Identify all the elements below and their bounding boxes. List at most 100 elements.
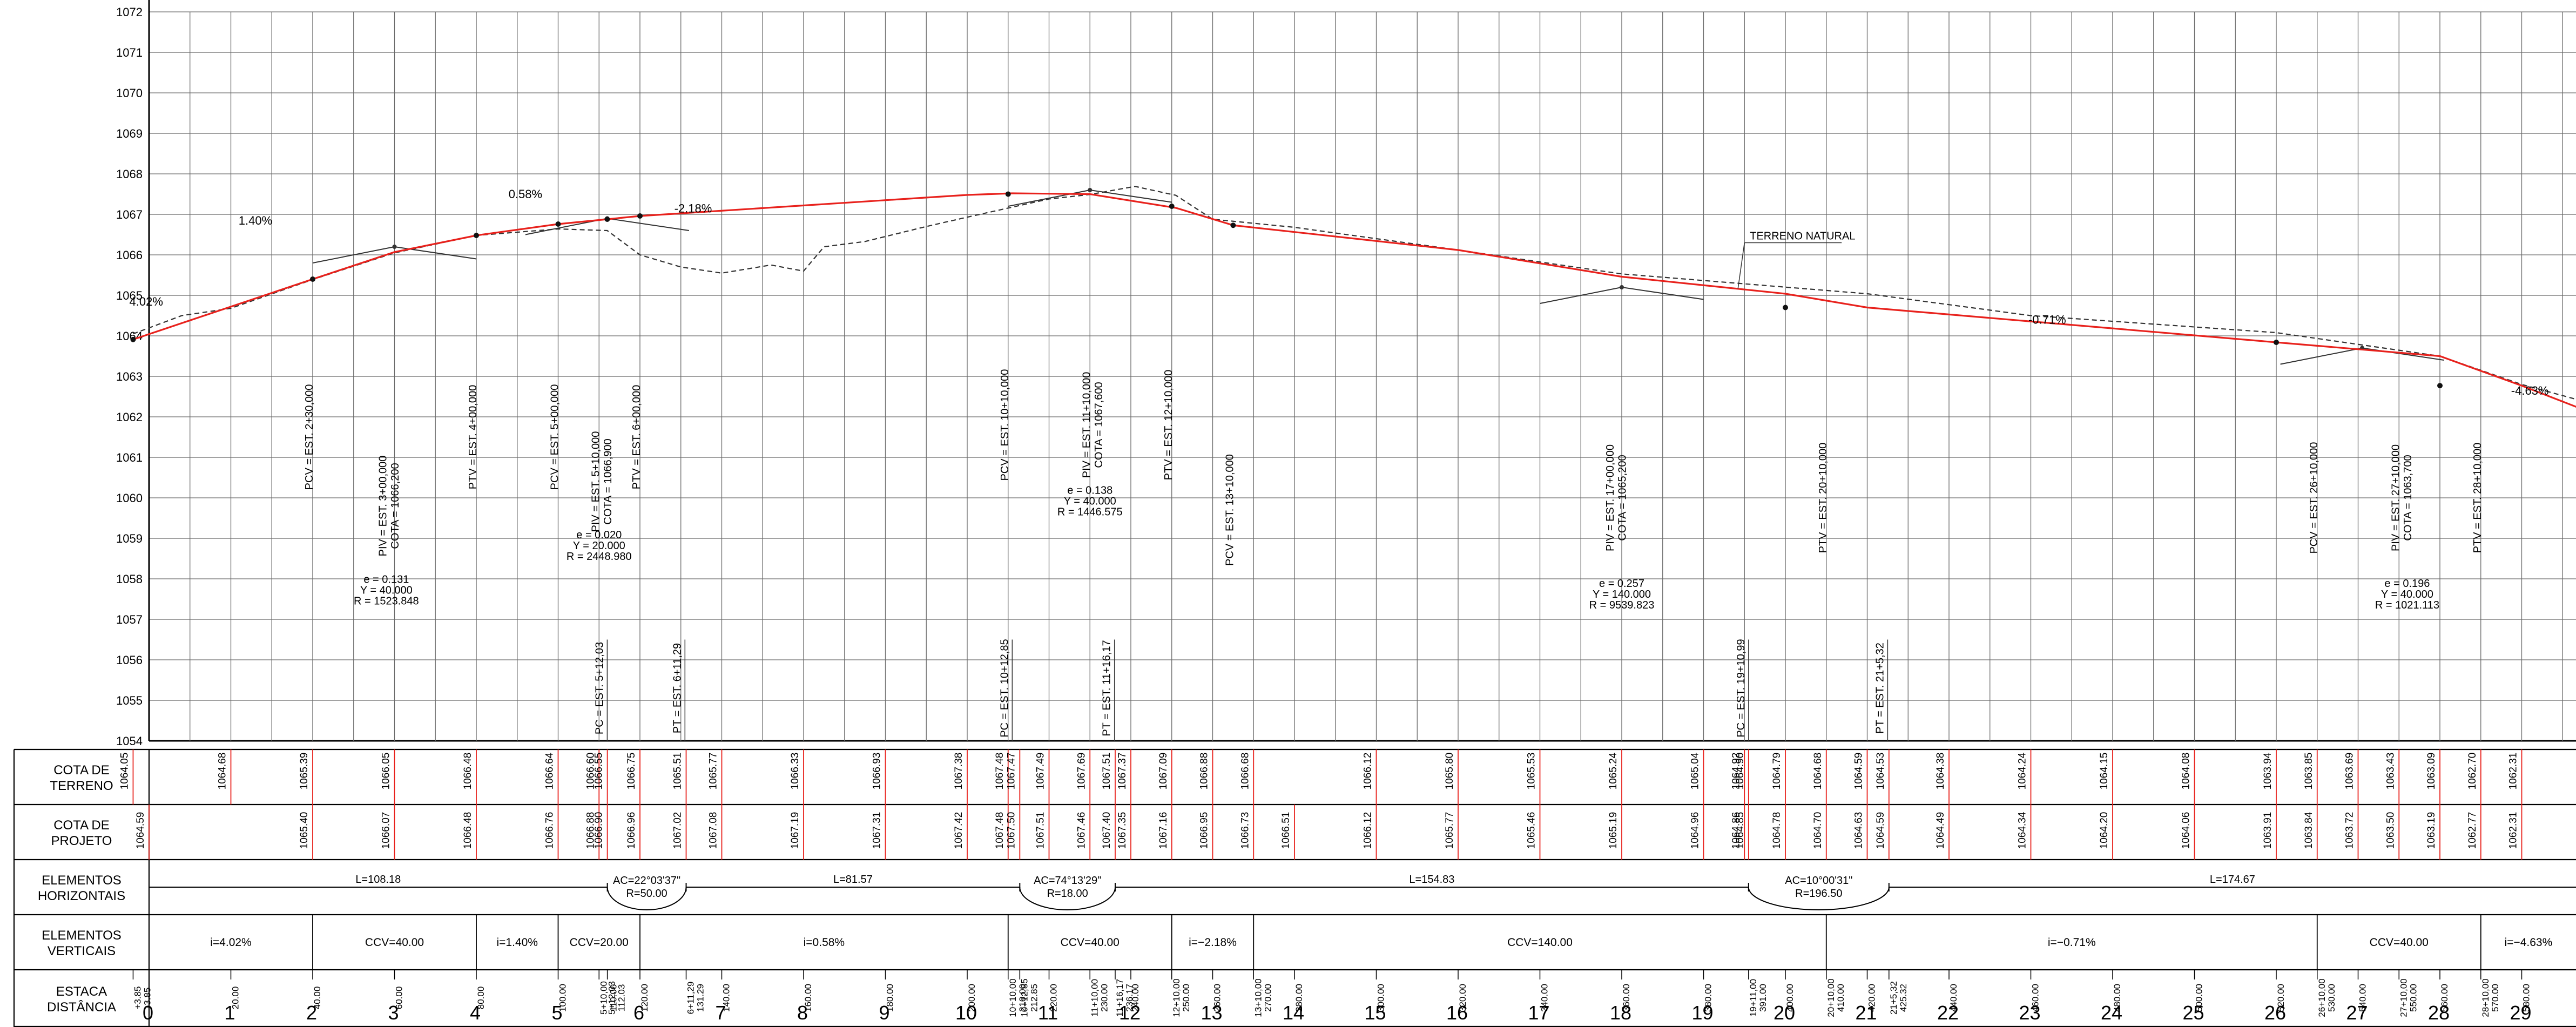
station-distance: 520.00 bbox=[2276, 984, 2286, 1012]
station-number: 28 bbox=[2428, 1002, 2450, 1024]
station-distance: 500.00 bbox=[2194, 984, 2204, 1012]
station-distance: 140.00 bbox=[721, 984, 732, 1012]
station-distance: 400.00 bbox=[1785, 984, 1795, 1012]
project-value: 1064.59 bbox=[1875, 812, 1886, 849]
project-value: 1067.51 bbox=[1035, 812, 1047, 849]
station-distance: 112.03 bbox=[617, 984, 627, 1012]
station-number: 23 bbox=[2019, 1002, 2040, 1024]
project-value: 1067.31 bbox=[872, 812, 883, 849]
curve-parameter: Y = 40.000 bbox=[360, 585, 413, 597]
station-distance: 6+11,29 bbox=[686, 982, 696, 1015]
callout-leader bbox=[1737, 242, 1745, 289]
curve-parameter: R = 1523.848 bbox=[354, 596, 419, 607]
curve-angle: AC=74°13'29" bbox=[1034, 875, 1101, 887]
terrain-value: 1065.80 bbox=[1444, 753, 1455, 790]
elevation-label: 1056 bbox=[116, 653, 143, 667]
vertical-curve-label: COTA = 1063,700 bbox=[2402, 455, 2414, 540]
terrain-value: 1062.70 bbox=[2467, 753, 2478, 790]
vertical-curve-label: PTV = EST. 12+10,000 bbox=[1163, 370, 1175, 481]
curve-parameter: e = 0.196 bbox=[2384, 578, 2430, 590]
piv-point bbox=[1620, 285, 1624, 289]
terrain-natural-label: TERRENO NATURAL bbox=[1750, 231, 1855, 242]
curve-parameter: Y = 40.000 bbox=[1064, 496, 1116, 508]
station-number: 3 bbox=[388, 1002, 399, 1024]
terrain-value: 1067.09 bbox=[1158, 753, 1169, 790]
station-distance: 480.00 bbox=[2112, 984, 2122, 1012]
terrain-value: 1066.48 bbox=[462, 753, 474, 790]
curve-radius: R=196.50 bbox=[1795, 888, 1842, 900]
curve-arc bbox=[1748, 887, 1890, 910]
terrain-value: 1066.88 bbox=[1199, 753, 1210, 790]
curve-parameter: e = 0.257 bbox=[1599, 578, 1644, 590]
station-distance: 212.85 bbox=[1029, 984, 1039, 1012]
station-distance: 60.00 bbox=[394, 987, 404, 1010]
vertical-curve-label: PIV = EST. 17+00,000 bbox=[1604, 444, 1616, 551]
curve-radius: R=50.00 bbox=[626, 888, 667, 900]
row-label-line1: ESTACA bbox=[56, 984, 107, 999]
vertical-curve-label: PIV = EST. 5+10,000 bbox=[590, 431, 602, 532]
curve-parameter: e = 0.020 bbox=[576, 529, 622, 541]
project-value: 1064.96 bbox=[1690, 812, 1701, 849]
project-line bbox=[132, 192, 2576, 408]
project-value: 1065.19 bbox=[1608, 812, 1619, 849]
project-value: 1064.49 bbox=[1935, 812, 1946, 849]
profile-point bbox=[1783, 305, 1788, 310]
terrain-value: 1066.33 bbox=[790, 753, 801, 790]
profile-point bbox=[2274, 340, 2279, 345]
row-label-line2: HORIZONTAIS bbox=[38, 889, 125, 903]
row-label-line2: DISTÂNCIA bbox=[47, 1000, 116, 1015]
elevation-label: 1060 bbox=[116, 491, 143, 505]
project-value: 1066.76 bbox=[544, 812, 556, 849]
station-distance: 530.00 bbox=[2327, 984, 2337, 1012]
row-label-line2: VERTICAIS bbox=[48, 944, 116, 958]
terrain-value: 1065.39 bbox=[299, 753, 310, 790]
station-distance: 20+10,00 bbox=[1826, 978, 1836, 1017]
station-distance: 420.00 bbox=[1867, 984, 1877, 1012]
terrain-value: 1063.94 bbox=[2262, 752, 2274, 789]
vertical-element-label: CCV=40.00 bbox=[2370, 936, 2429, 949]
station-distance: 580.00 bbox=[2521, 984, 2532, 1012]
station-distance: 220.00 bbox=[1049, 984, 1059, 1012]
terrain-value: 1063.43 bbox=[2385, 753, 2396, 790]
curve-arc bbox=[1019, 887, 1116, 911]
elevation-label: 1067 bbox=[116, 208, 143, 221]
station-distance: 200.00 bbox=[967, 984, 977, 1012]
piv-tangent bbox=[312, 246, 395, 263]
curve-parameter: R = 2448.980 bbox=[567, 551, 632, 563]
station-distance: 540.00 bbox=[2358, 984, 2368, 1012]
vertical-curve-label: PTV = EST. 4+00,000 bbox=[467, 385, 479, 489]
grade-label: 1.40% bbox=[239, 214, 272, 227]
station-number: 13 bbox=[1201, 1002, 1222, 1024]
piv-tangent bbox=[1008, 190, 1090, 207]
terrain-value: 1064.79 bbox=[1771, 753, 1783, 790]
project-value: 1067.02 bbox=[672, 812, 684, 849]
curve-parameter: Y = 140.000 bbox=[1593, 589, 1651, 600]
grade-label: 4.02% bbox=[130, 295, 163, 308]
grade-label: -0.71% bbox=[2028, 313, 2066, 327]
station-distance: 570.00 bbox=[2490, 984, 2500, 1012]
station-number: 11 bbox=[1038, 1002, 1058, 1024]
horizontal-curve-label: PT = EST. 11+16,17 bbox=[1101, 640, 1113, 736]
terrain-value: 1063.85 bbox=[2303, 753, 2315, 790]
project-value: 1064.06 bbox=[2181, 812, 2192, 849]
project-value: 1064.34 bbox=[2017, 812, 2028, 849]
station-number: 6 bbox=[633, 1002, 644, 1024]
vertical-element-label: CCV=40.00 bbox=[365, 936, 424, 949]
project-value: 1067.35 bbox=[1117, 812, 1128, 849]
project-value: 1066.88 bbox=[585, 812, 596, 849]
horizontal-curve-label: PT = EST. 21+5,32 bbox=[1874, 643, 1886, 734]
terrain-value: 1064.15 bbox=[2099, 753, 2110, 790]
station-distance: 27+10,00 bbox=[2398, 978, 2409, 1017]
terrain-value: 1066.93 bbox=[872, 753, 883, 790]
terrain-value: 1066.12 bbox=[1363, 753, 1374, 790]
station-distance: 40.00 bbox=[312, 987, 322, 1010]
project-value: 1064.59 bbox=[135, 812, 146, 849]
terrain-value: 1066.68 bbox=[1239, 753, 1251, 790]
station-number: 25 bbox=[2182, 1002, 2204, 1024]
horizontal-curve-label: PC = EST. 10+12,85 bbox=[999, 639, 1010, 737]
tangent-length: L=174.67 bbox=[2210, 874, 2255, 886]
terrain-value: 1064.68 bbox=[1812, 753, 1824, 790]
tangent-length: L=154.83 bbox=[1409, 874, 1454, 886]
station-distance: 12+10,00 bbox=[1171, 978, 1182, 1017]
elevation-label: 1062 bbox=[116, 410, 143, 424]
